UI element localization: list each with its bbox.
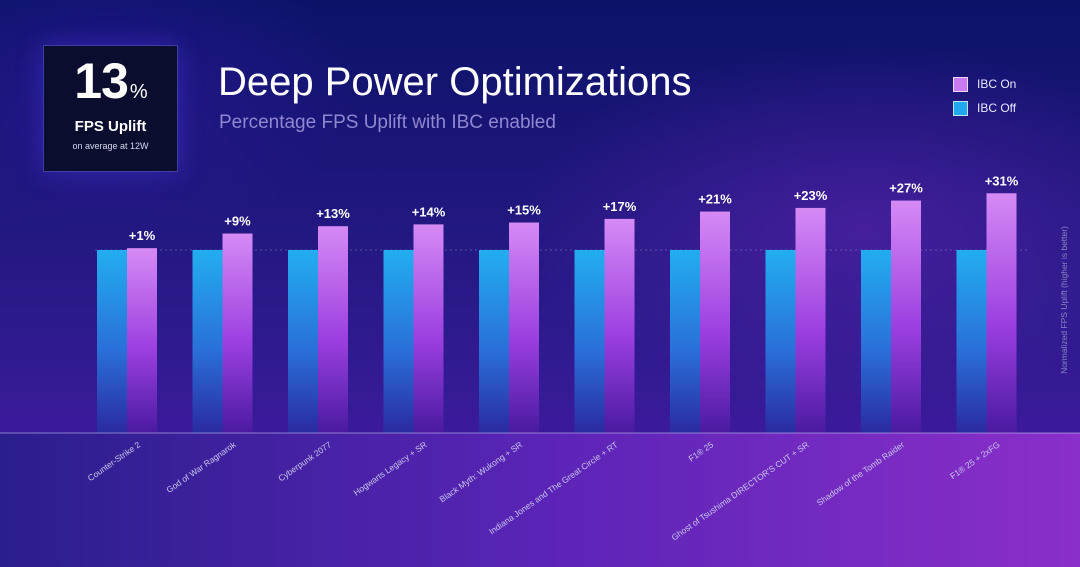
data-label: +1% xyxy=(129,228,156,243)
bar-ibc-on xyxy=(509,222,539,433)
bar-ibc-off xyxy=(288,250,318,433)
legend-item-ibc-off: IBC Off xyxy=(953,96,1016,120)
bar-ibc-off xyxy=(765,250,796,433)
legend: IBC On IBC Off xyxy=(953,72,1016,120)
data-label: +31% xyxy=(985,173,1019,188)
bar-ibc-off xyxy=(861,250,891,433)
bar-ibc-on xyxy=(413,224,444,433)
data-label: +15% xyxy=(507,203,541,218)
category-label: Shadow of the Tomb Raider xyxy=(815,439,907,507)
bar-ibc-off xyxy=(574,250,605,433)
kpi-unit: % xyxy=(129,81,148,103)
kpi-value: 13% xyxy=(74,53,148,109)
bar-ibc-off xyxy=(956,250,987,433)
data-label: +23% xyxy=(794,188,828,203)
bar-ibc-on xyxy=(127,248,157,433)
bar-ibc-off xyxy=(192,250,223,433)
data-label: +13% xyxy=(316,206,350,221)
bar-ibc-on xyxy=(318,226,348,433)
bar-ibc-on xyxy=(986,193,1017,433)
legend-label-ibc-on: IBC On xyxy=(977,77,1017,91)
legend-item-ibc-on: IBC On xyxy=(953,72,1016,96)
category-label: Counter-Strike 2 xyxy=(86,439,143,483)
legend-swatch-ibc-on xyxy=(953,76,968,92)
chart-subtitle: Percentage FPS Uplift with IBC enabled xyxy=(219,112,556,133)
data-label: +14% xyxy=(412,204,446,219)
bar-ibc-on xyxy=(795,207,826,433)
category-label: Cyberpunk 2077 xyxy=(276,439,333,483)
bar-ibc-off xyxy=(670,250,700,433)
bar-ibc-on xyxy=(604,218,635,433)
category-label: F1® 25 + 2xFG xyxy=(948,439,1002,481)
category-label: God of War Ragnarok xyxy=(164,439,238,495)
bar-ibc-off xyxy=(479,250,509,433)
bar-ibc-off xyxy=(383,250,414,433)
kpi-label: FPS Uplift xyxy=(74,118,147,135)
legend-label-ibc-off: IBC Off xyxy=(977,101,1017,115)
data-label: +27% xyxy=(889,181,923,196)
bar-ibc-off xyxy=(97,250,127,433)
data-label: +21% xyxy=(698,192,732,207)
chart-title: Deep Power Optimizations xyxy=(218,60,692,104)
kpi-card: 13% FPS Uplift on average at 12W xyxy=(43,45,178,172)
category-label: F1® 25 xyxy=(686,439,715,463)
bar-ibc-on xyxy=(222,233,253,433)
bar-ibc-on xyxy=(700,211,730,433)
data-label: +17% xyxy=(603,199,637,214)
data-label: +9% xyxy=(224,214,251,229)
category-band xyxy=(0,433,1080,567)
category-label: Black Myth: Wukong + SR xyxy=(437,439,524,504)
kpi-sub: on average at 12W xyxy=(72,141,149,151)
category-label: Hogwarts Legacy + SR xyxy=(352,439,429,497)
bar-ibc-on xyxy=(891,200,921,433)
legend-swatch-ibc-off xyxy=(953,100,968,116)
